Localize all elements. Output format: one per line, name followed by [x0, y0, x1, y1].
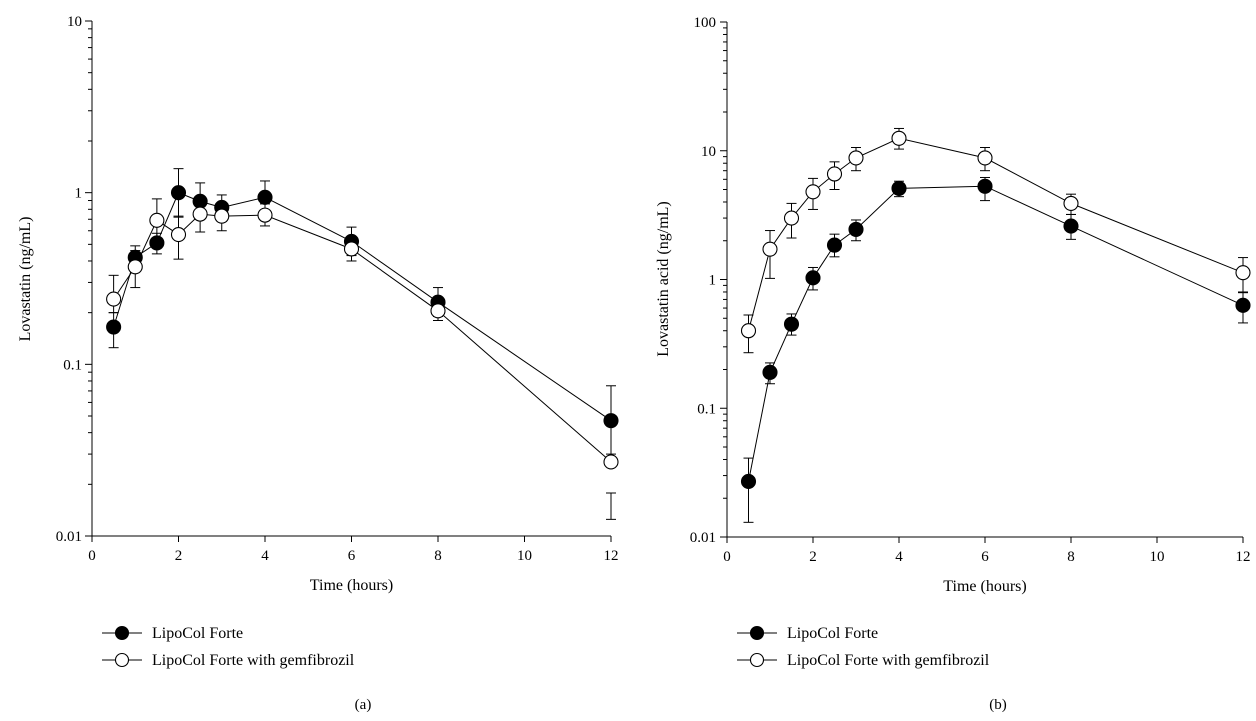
data-point-filled — [848, 221, 864, 237]
data-point-open — [1063, 195, 1079, 211]
x-tick-label: 10 — [1150, 549, 1165, 565]
panel-caption: (a) — [355, 697, 372, 713]
data-point-filled — [603, 413, 619, 429]
series-lipocol-forte — [106, 168, 619, 455]
panel-a: 0 2 4 6 8 10 12 0.01 0.1 1 10 Time (hours) Lovastati… — [17, 14, 619, 713]
y-tick-label: 0.01 — [690, 530, 716, 546]
y-axis-title: Lovastatin (ng/mL) — [17, 217, 34, 342]
data-point-open — [127, 259, 143, 275]
x-tick-label: 4 — [895, 549, 903, 565]
data-point-open — [891, 130, 907, 146]
data-point-filled — [1235, 297, 1251, 313]
legend-label: LipoCol Forte with gemfibrozil — [152, 652, 355, 669]
data-point-filled — [805, 270, 821, 286]
y-tick-label: 1 — [709, 273, 717, 289]
data-point-filled — [1063, 218, 1079, 234]
x-axis-title: Time (hours) — [310, 577, 393, 594]
series-line — [748, 185, 1244, 482]
data-point-filled — [891, 180, 907, 196]
x-tick-label: 4 — [261, 548, 269, 564]
data-point-filled — [740, 473, 757, 490]
data-point-open — [603, 454, 619, 470]
legend-marker-filled — [749, 625, 765, 641]
series-line — [748, 137, 1244, 331]
data-point-open — [783, 210, 800, 226]
legend-label: LipoCol Forte — [787, 625, 878, 642]
series-lipocol-forte — [740, 176, 1251, 523]
series-lipocol-forte-with-gemfibrozil — [740, 127, 1251, 354]
series-line — [113, 213, 612, 463]
y-axis-title: Lovastatin acid (ng/mL) — [655, 201, 672, 357]
data-point-filled — [257, 189, 273, 205]
legend-label: LipoCol Forte — [152, 625, 243, 642]
x-tick-label: 12 — [604, 548, 619, 564]
data-point-filled — [783, 316, 800, 332]
data-point-filled — [977, 178, 993, 194]
data-point-filled — [106, 319, 122, 335]
x-axis-title: Time (hours) — [943, 578, 1026, 595]
x-tick-label: 8 — [434, 548, 442, 564]
series-line — [113, 192, 612, 422]
legend-marker-open — [114, 652, 130, 668]
x-tick-label: 0 — [88, 548, 96, 564]
panel-caption: (b) — [989, 697, 1007, 713]
data-point-filled — [762, 364, 778, 380]
legend-marker-open — [749, 652, 765, 668]
y-tick-label: 100 — [694, 15, 717, 31]
x-tick-label: 6 — [981, 549, 989, 565]
y-tick-label: 0.1 — [63, 357, 82, 373]
x-tick-label: 2 — [175, 548, 183, 564]
legend-marker-filled — [114, 625, 130, 641]
data-point-open — [762, 241, 778, 257]
legend-entry: LipoCol Forte — [737, 625, 878, 642]
data-point-open — [977, 150, 993, 166]
data-point-open — [214, 208, 230, 224]
y-tick-label: 1 — [75, 186, 83, 202]
data-point-open — [257, 207, 273, 223]
legend-entry: LipoCol Forte with gemfibrozil — [737, 652, 990, 669]
data-point-open — [1235, 265, 1251, 281]
data-point-open — [848, 150, 864, 166]
legend-entry: LipoCol Forte with gemfibrozil — [102, 652, 355, 669]
x-tick-label: 2 — [809, 549, 817, 565]
y-tick-label: 10 — [701, 144, 716, 160]
data-point-open — [805, 184, 821, 200]
data-point-open — [430, 303, 446, 319]
y-tick-label: 10 — [67, 14, 82, 30]
data-point-filled — [826, 237, 843, 253]
data-point-filled — [170, 185, 187, 201]
series-lipocol-forte-with-gemfibrozil — [106, 197, 619, 520]
x-tick-label: 8 — [1067, 549, 1075, 565]
panel-b: 0 2 4 6 8 10 12 0.01 0.1 1 10 100 Time (hours) Lovast… — [655, 15, 1251, 713]
x-tick-label: 6 — [348, 548, 356, 564]
x-tick-label: 0 — [723, 549, 731, 565]
data-point-open — [826, 166, 843, 182]
data-point-open — [170, 227, 187, 243]
data-point-open — [192, 206, 208, 222]
y-tick-label: 0.1 — [697, 401, 716, 417]
x-tick-label: 12 — [1236, 549, 1251, 565]
legend-entry: LipoCol Forte — [102, 625, 243, 642]
data-point-open — [149, 212, 165, 228]
data-point-open — [740, 323, 757, 339]
data-point-open — [106, 291, 122, 307]
y-tick-label: 0.01 — [56, 529, 82, 545]
data-point-open — [343, 241, 360, 257]
x-tick-label: 10 — [517, 548, 532, 564]
legend-label: LipoCol Forte with gemfibrozil — [787, 652, 990, 669]
